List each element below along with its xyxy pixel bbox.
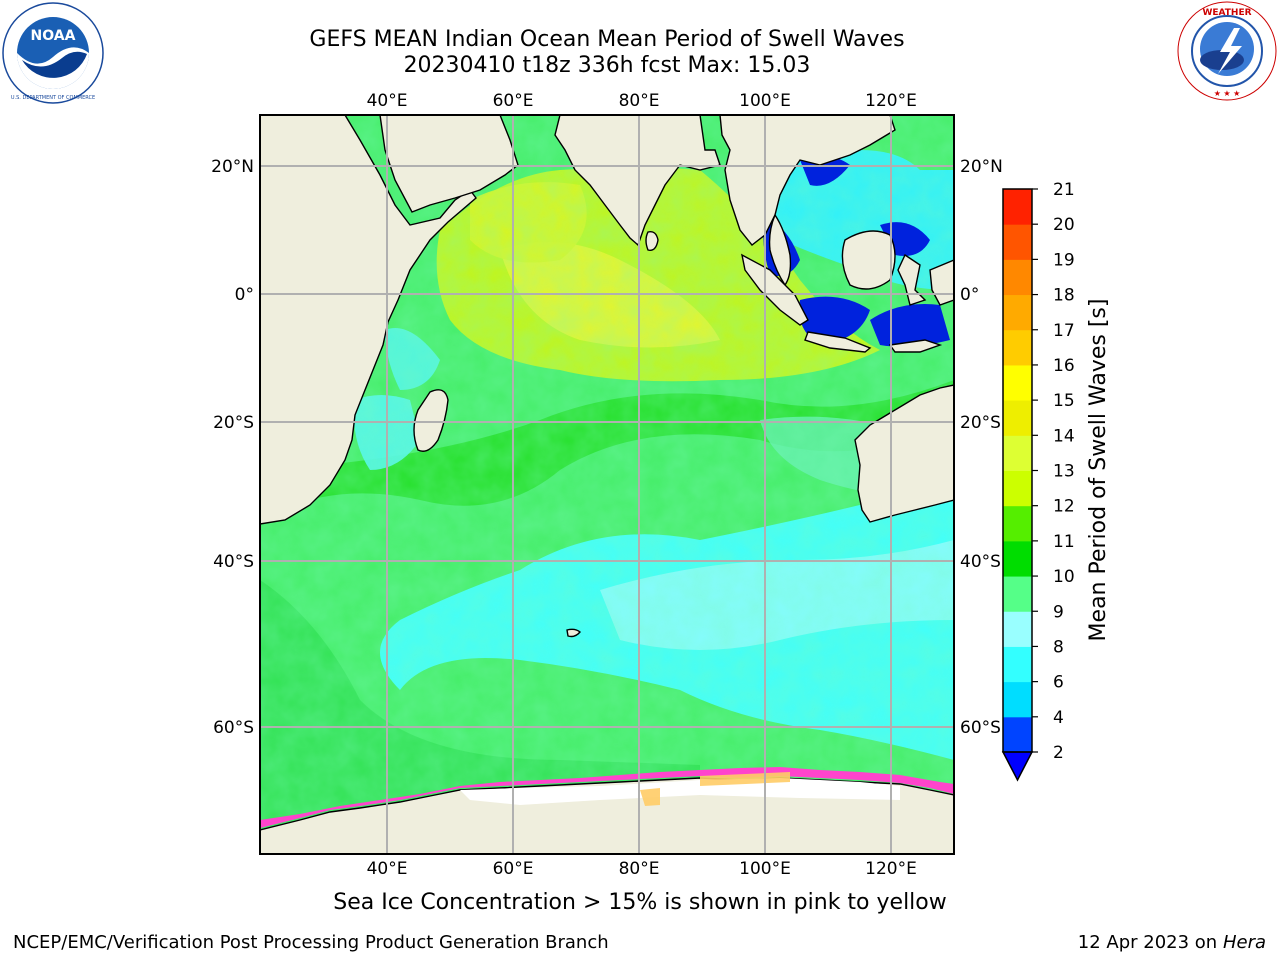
colorbar-swatch [1003,294,1032,331]
lat-label-right-0: 0° [960,285,979,305]
land-australia [854,384,954,523]
lon-label-top-40e: 40°E [367,91,408,111]
land-madagascar [413,389,449,452]
land-borneo [841,230,896,290]
colorbar-tick-label: 19 [1053,250,1075,270]
lat-label-right-20n: 20°N [960,157,1003,177]
colorbar-swatch [1003,681,1032,718]
colorbar-tick-label: 15 [1053,391,1075,411]
lat-label-left-20s: 20°S [213,413,254,433]
footer-host: Hera [1222,932,1266,953]
svg-text:U.S. DEPARTMENT OF COMMERCE: U.S. DEPARTMENT OF COMMERCE [11,95,95,101]
map-title: GEFS MEAN Indian Ocean Mean Period of Sw… [309,27,905,52]
colorbar-tick-label: 4 [1053,708,1064,728]
colorbar-tick-label: 2 [1053,743,1064,763]
colorbar-tick-label: 12 [1053,497,1075,517]
lat-label-left-60s: 60°S [213,718,254,738]
colorbar-swatch [1003,716,1032,753]
colorbar: 2 4 6 8 9 10 11 12 13 14 15 16 17 18 19 20 21 [1001,180,1075,782]
land-java [804,331,872,353]
svg-text:★ ★ ★: ★ ★ ★ [1214,89,1241,98]
land-timor [888,339,943,353]
lon-label-bottom-40e: 40°E [367,859,408,879]
colorbar-swatch [1003,646,1032,683]
colorbar-tick-label: 14 [1053,426,1075,446]
colorbar-swatch [1003,364,1032,401]
colorbar-tick-label: 16 [1053,356,1075,376]
colorbar-swatch [1003,329,1032,366]
colorbar-label: Mean Period of Swell Waves [s] [1086,299,1111,642]
lon-label-bottom-120e: 120°E [865,859,917,879]
footer-date: 12 Apr 2023 on Hera [1078,932,1266,953]
lat-label-right-40s: 40°S [960,552,1001,572]
colorbar-tick-label: 9 [1053,602,1064,622]
colorbar-tick-label: 6 [1053,673,1064,693]
colorbar-swatch [1003,259,1032,296]
colorbar-tick-label: 21 [1053,180,1075,200]
colorbar-tick-label: 20 [1053,215,1075,235]
map-subtitle-run: 20230410 t18z 336h fcst Max: 15.03 [403,53,811,78]
lat-label-left-20n: 20°N [211,157,254,177]
colorbar-tick-label: 18 [1053,286,1075,306]
sea-ice-note: Sea Ice Concentration > 15% is shown in … [333,890,947,915]
land-sri-lanka [645,230,659,251]
noaa-logo-icon: NOAA U.S. DEPARTMENT OF COMMERCE [2,2,104,104]
sea-ice-white [460,778,900,805]
colorbar-swatch [1003,400,1032,436]
colorbar-tick-label: 10 [1053,567,1075,587]
lon-label-bottom-100e: 100°E [739,859,791,879]
colorbar-swatch [1003,470,1032,507]
footer-date-text: 12 Apr 2023 on [1077,932,1223,953]
lon-label-top-120e: 120°E [865,91,917,111]
svg-text:NOAA: NOAA [31,28,76,44]
colorbar-swatch [1003,189,1032,225]
map-frame [259,114,955,855]
svg-text:WEATHER: WEATHER [1202,8,1251,18]
colorbar-swatch [1003,505,1032,542]
colorbar-swatch [1003,576,1032,612]
colorbar-tick-label: 11 [1053,532,1075,552]
colorbar-swatch [1003,224,1032,260]
colorbar-tick-label: 8 [1053,637,1064,657]
lon-label-top-80e: 80°E [619,91,660,111]
gridlines [260,115,954,854]
colorbar-tick-label: 17 [1053,321,1075,341]
colorbar-swatch [1003,540,1032,577]
land-sulawesi [897,253,927,306]
colorbar-tick-label: 13 [1053,462,1075,482]
lon-label-bottom-80e: 80°E [619,859,660,879]
land-arabia [379,115,519,213]
lat-label-right-20s: 20°S [960,413,1001,433]
land-kerguelen [566,628,581,638]
map-canvas [260,115,954,854]
colorbar-swatch [1003,435,1032,471]
footer-credit: NCEP/EMC/Verification Post Processing Pr… [13,932,609,953]
land-india [554,115,721,247]
lon-label-top-60e: 60°E [493,91,534,111]
lat-label-left-0: 0° [235,285,254,305]
colorbar-extend-min [1001,751,1034,782]
sea-ice-band [260,767,954,828]
lon-label-bottom-60e: 60°E [493,859,534,879]
land-sumatra [741,253,809,326]
nws-logo-icon: WEATHER ★ ★ ★ [1177,1,1277,101]
sea-ice-orange [640,772,790,806]
lat-label-left-40s: 40°S [213,552,254,572]
lat-label-right-60s: 60°S [960,718,1001,738]
colorbar-swatch [1003,611,1032,647]
lon-label-top-100e: 100°E [739,91,791,111]
